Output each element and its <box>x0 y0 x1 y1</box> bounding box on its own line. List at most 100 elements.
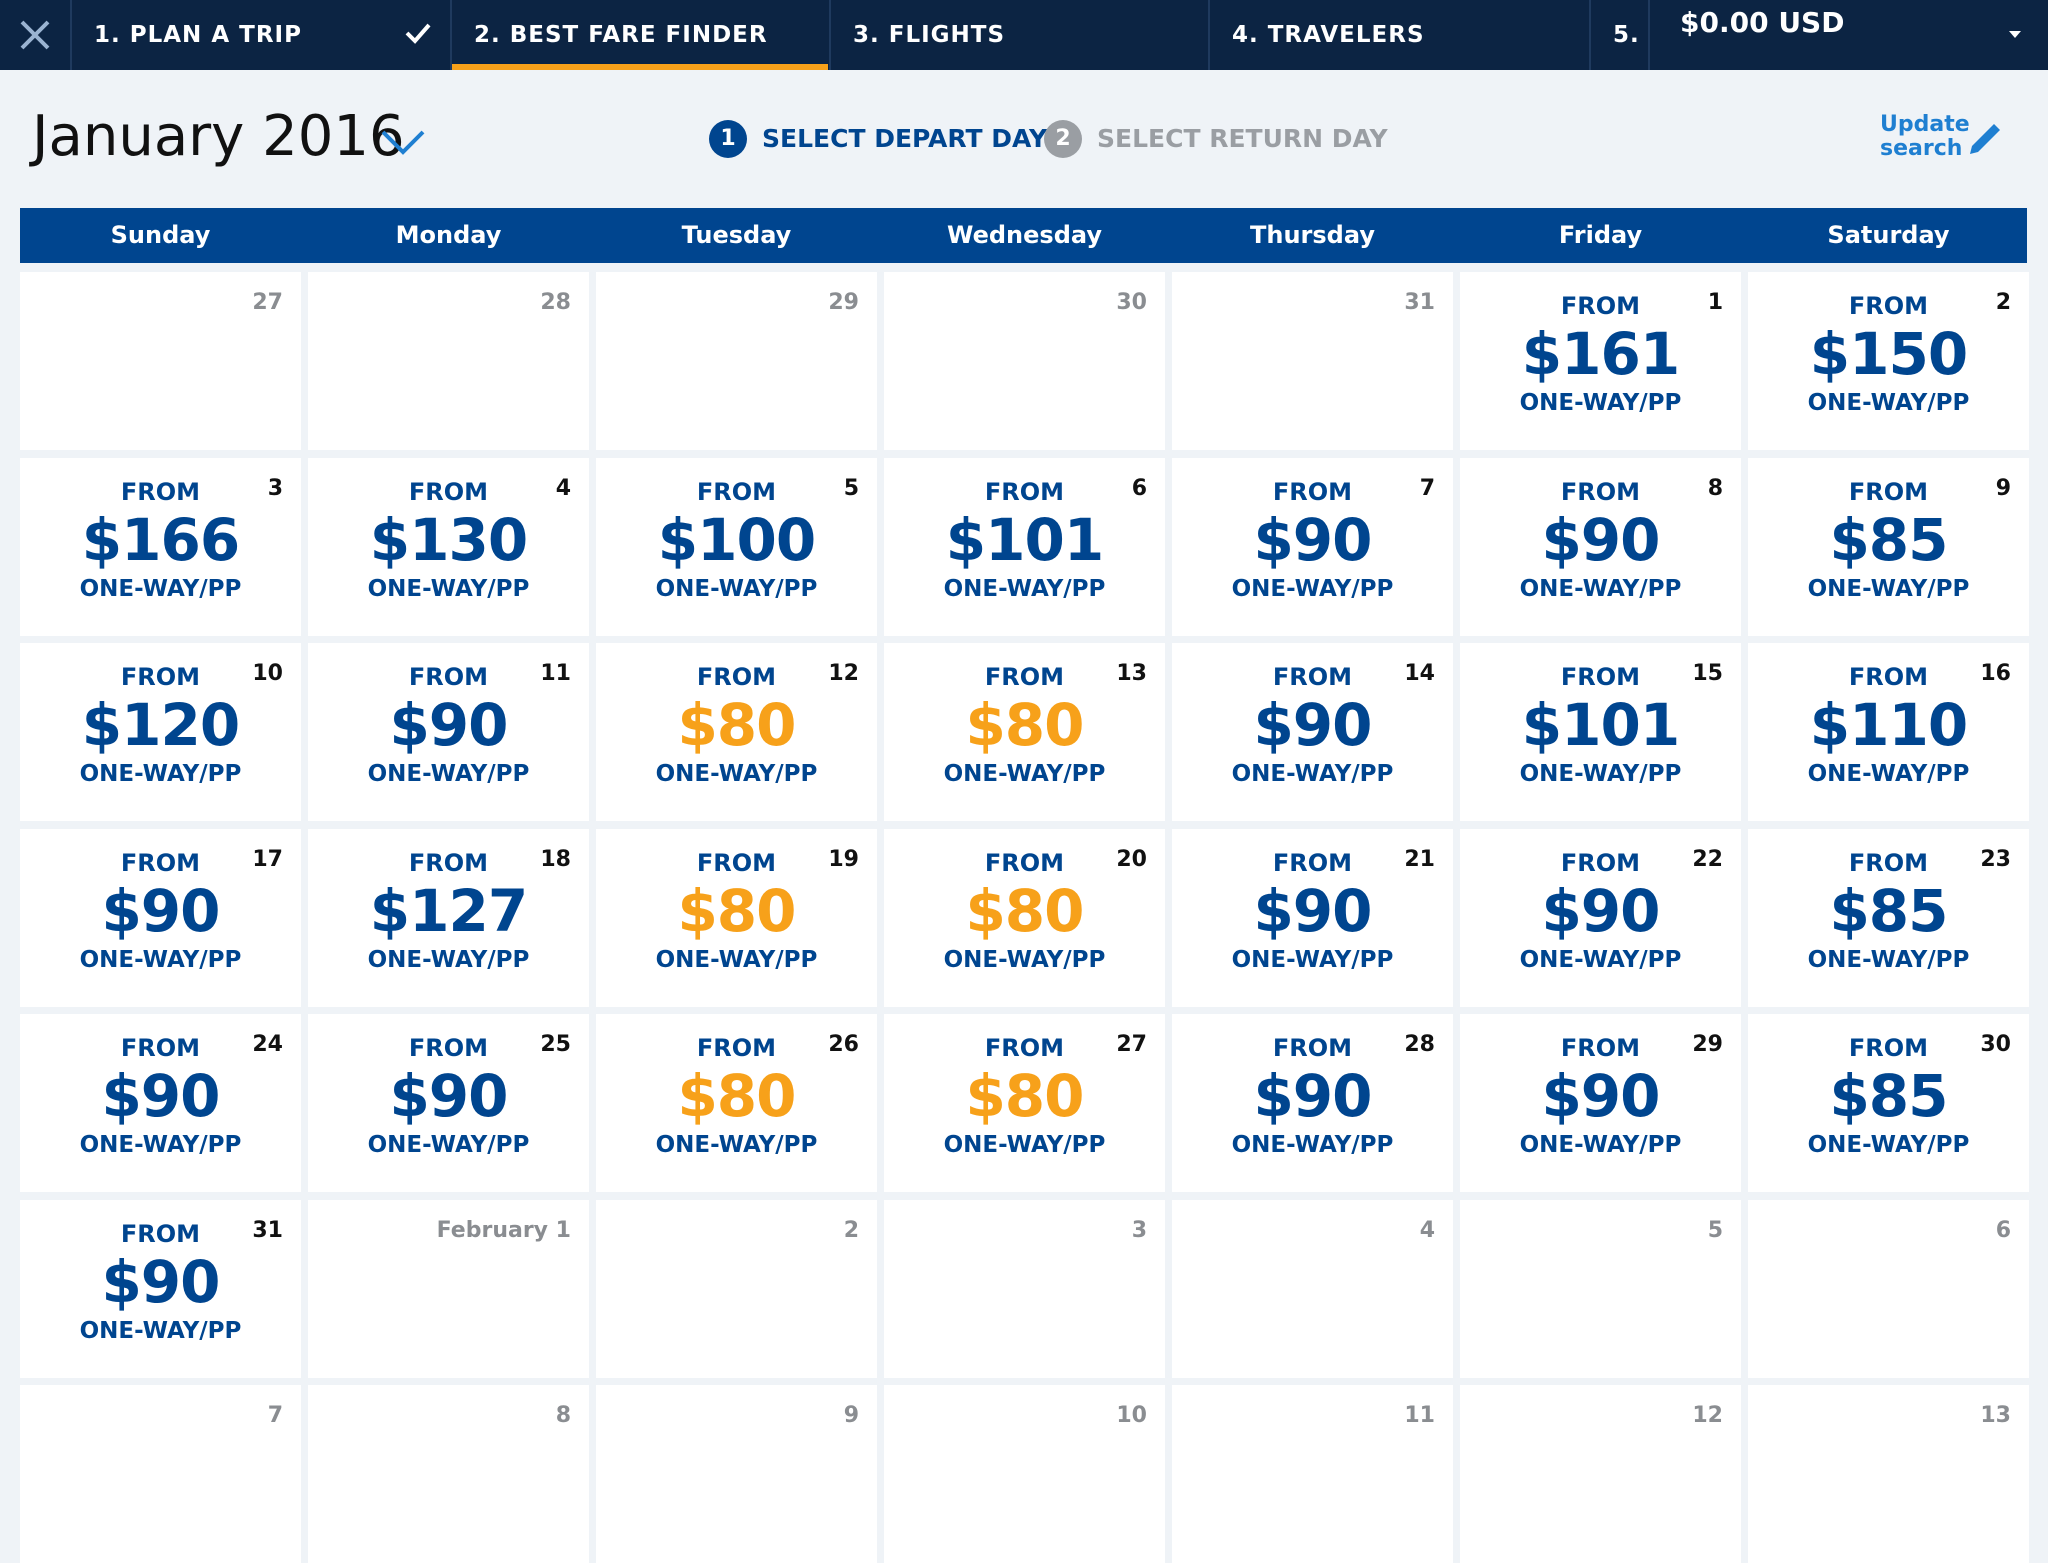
calendar-cell[interactable]: 14 FROM $90 ONE-WAY/PP <box>1172 643 1453 821</box>
fare-price: $90 <box>1541 1062 1660 1130</box>
calendar-cell[interactable]: 8 FROM $90 ONE-WAY/PP <box>1460 457 1741 636</box>
nav-tab[interactable]: 1. PLAN A TRIP <box>70 0 448 70</box>
fare-price: $80 <box>677 876 796 945</box>
calendar-cell[interactable]: 29 FROM $90 ONE-WAY/PP <box>1460 1014 1741 1192</box>
fare-unit: ONE-WAY/PP <box>367 946 530 973</box>
calendar-cell[interactable]: 19 FROM $80 ONE-WAY/PP <box>596 828 877 1007</box>
fare-label: FROM <box>408 663 489 691</box>
calendar-cell[interactable]: 6 FROM $101 ONE-WAY/PP <box>884 457 1165 636</box>
calendar-cell: 29 <box>596 272 877 450</box>
calendar-cell[interactable]: 26 FROM $80 ONE-WAY/PP <box>596 1014 877 1192</box>
day-number: 23 <box>1980 846 2011 872</box>
calendar-cell[interactable]: 7 FROM $90 ONE-WAY/PP <box>1172 457 1453 636</box>
nav-tab[interactable]: 4. TRAVELERS <box>1208 0 1588 70</box>
calendar-cell[interactable]: 18 FROM $127 ONE-WAY/PP <box>308 828 589 1007</box>
calendar-cell: 2 <box>596 1199 877 1378</box>
calendar-cell[interactable]: 9 FROM $85 ONE-WAY/PP <box>1748 457 2029 636</box>
fare-unit: ONE-WAY/PP <box>1807 390 1970 416</box>
day-number: 3 <box>267 475 283 501</box>
day-number: 13 <box>1116 661 1147 686</box>
fare-unit: ONE-WAY/PP <box>79 1317 242 1344</box>
day-number: 11 <box>1404 1403 1435 1428</box>
calendar-cell[interactable]: 25 FROM $90 ONE-WAY/PP <box>308 1014 589 1192</box>
fare-unit: ONE-WAY/PP <box>1231 761 1394 787</box>
day-number: 29 <box>1692 1032 1723 1057</box>
day-number: 6 <box>1131 475 1147 501</box>
fare-unit: ONE-WAY/PP <box>1519 761 1682 787</box>
calendar-cell[interactable]: 5 FROM $100 ONE-WAY/PP <box>596 457 877 636</box>
fare-label: FROM <box>1560 292 1641 320</box>
calendar-cell[interactable]: 2 FROM $150 ONE-WAY/PP <box>1748 272 2029 450</box>
fare-unit: ONE-WAY/PP <box>655 761 818 787</box>
day-number: 30 <box>1980 1032 2011 1057</box>
month-dropdown[interactable] <box>380 128 426 156</box>
fare-unit: ONE-WAY/PP <box>367 761 530 787</box>
calendar-cell[interactable]: 3 FROM $166 ONE-WAY/PP <box>20 457 301 636</box>
fare-price: $80 <box>965 1062 1084 1130</box>
day-number: 5 <box>1707 1217 1723 1243</box>
nav-tab[interactable]: 2. BEST FARE FINDER <box>450 0 828 70</box>
fare-label: FROM <box>408 1034 489 1062</box>
calendar-cell[interactable]: 20 FROM $80 ONE-WAY/PP <box>884 828 1165 1007</box>
fare-label: FROM <box>984 1034 1065 1062</box>
day-number: 11 <box>540 661 571 686</box>
pencil-icon[interactable] <box>1962 118 2006 162</box>
day-number: 12 <box>1692 1403 1723 1428</box>
calendar-cell[interactable]: 10 FROM $120 ONE-WAY/PP <box>20 643 301 821</box>
calendar-cell: 27 <box>20 272 301 450</box>
fare-price: $90 <box>1253 691 1372 759</box>
fare-label: FROM <box>408 848 489 877</box>
calendar-cell[interactable]: 1 FROM $161 ONE-WAY/PP <box>1460 272 1741 450</box>
fare-price: $101 <box>1521 691 1680 759</box>
calendar-cell[interactable]: 12 FROM $80 ONE-WAY/PP <box>596 643 877 821</box>
calendar-cell[interactable]: 24 FROM $90 ONE-WAY/PP <box>20 1014 301 1192</box>
total-box[interactable]: $0.00 USD <box>1648 0 2048 70</box>
calendar-cell: 9 <box>596 1385 877 1563</box>
fare-price: $90 <box>101 1062 220 1130</box>
calendar-cell[interactable]: 28 FROM $90 ONE-WAY/PP <box>1172 1014 1453 1192</box>
fare-price: $80 <box>677 1062 796 1130</box>
day-number: 7 <box>1419 475 1435 501</box>
day-number: 16 <box>1980 661 2011 686</box>
calendar-cell[interactable]: 21 FROM $90 ONE-WAY/PP <box>1172 828 1453 1007</box>
calendar-cell[interactable]: 31 FROM $90 ONE-WAY/PP <box>20 1199 301 1378</box>
calendar-cell[interactable]: 23 FROM $85 ONE-WAY/PP <box>1748 828 2029 1007</box>
fare-label: FROM <box>1272 663 1353 691</box>
calendar-cell[interactable]: 15 FROM $101 ONE-WAY/PP <box>1460 643 1741 821</box>
calendar-cell[interactable]: 16 FROM $110 ONE-WAY/PP <box>1748 643 2029 821</box>
fare-price: $90 <box>1541 505 1660 574</box>
calendar-cell[interactable]: 17 FROM $90 ONE-WAY/PP <box>20 828 301 1007</box>
calendar-cell[interactable]: 4 FROM $130 ONE-WAY/PP <box>308 457 589 636</box>
dropdown-caret <box>2009 31 2021 38</box>
fare-label: FROM <box>984 848 1065 877</box>
calendar-cell[interactable]: 27 FROM $80 ONE-WAY/PP <box>884 1014 1165 1192</box>
day-number: 1 <box>1707 290 1723 315</box>
fare-label: FROM <box>408 477 489 506</box>
close-icon[interactable] <box>18 18 52 52</box>
fare-unit: ONE-WAY/PP <box>1519 390 1682 416</box>
calendar-cell[interactable]: 11 FROM $90 ONE-WAY/PP <box>308 643 589 821</box>
day-number: 19 <box>828 846 859 872</box>
fare-unit: ONE-WAY/PP <box>943 575 1106 602</box>
nav-tab[interactable]: 3. FLIGHTS <box>829 0 1207 70</box>
step-badge: 2 <box>1044 120 1082 158</box>
day-number: 2 <box>1995 290 2011 315</box>
day-number: 28 <box>1404 1032 1435 1057</box>
fare-price: $85 <box>1829 505 1948 574</box>
fare-label: FROM <box>120 1219 201 1248</box>
update-search[interactable]: Update search <box>1880 112 1970 161</box>
fare-price: $90 <box>389 1062 508 1130</box>
month-title: January 2016 <box>32 104 405 169</box>
calendar-cell[interactable]: 30 FROM $85 ONE-WAY/PP <box>1748 1014 2029 1192</box>
day-number: February 1 <box>436 1217 571 1243</box>
weekday: Tuesday <box>681 221 792 249</box>
nav-tab[interactable]: 5. S <box>1589 0 1649 70</box>
calendar-cell[interactable]: 13 FROM $80 ONE-WAY/PP <box>884 643 1165 821</box>
day-number: 5 <box>843 475 859 501</box>
calendar-cell[interactable]: 22 FROM $90 ONE-WAY/PP <box>1460 828 1741 1007</box>
day-number: 12 <box>828 661 859 686</box>
day-number: 30 <box>1116 290 1147 315</box>
calendar-cell: 11 <box>1172 1385 1453 1563</box>
fare-label: FROM <box>1560 1034 1641 1062</box>
fare-unit: ONE-WAY/PP <box>79 575 242 602</box>
